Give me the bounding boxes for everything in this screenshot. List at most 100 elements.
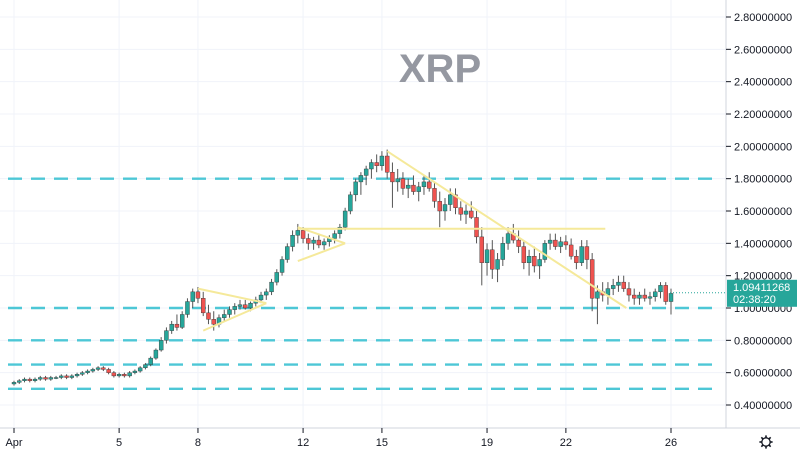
candle	[337, 223, 343, 239]
candle	[321, 238, 327, 250]
candle	[311, 236, 316, 250]
candle	[526, 249, 532, 276]
settings-icon-teeth	[759, 435, 773, 449]
candle-body	[11, 382, 17, 385]
candle-body	[610, 285, 616, 289]
candle-body	[148, 357, 153, 365]
candle-body	[589, 259, 595, 299]
price-tick-label: 2.80000000	[734, 12, 792, 24]
candle	[69, 374, 75, 380]
candle-body	[637, 294, 642, 299]
candle	[390, 162, 395, 208]
candle	[169, 320, 174, 334]
time-tick-label: 19	[481, 437, 493, 449]
candle	[148, 356, 153, 367]
candle	[568, 238, 574, 260]
candle-body	[80, 372, 85, 375]
candle-body	[400, 178, 406, 189]
candle	[537, 253, 542, 279]
candle-body	[442, 204, 448, 212]
gear-tooth	[768, 436, 772, 440]
candle	[479, 227, 484, 286]
trend-lines	[197, 150, 726, 332]
candle-body	[653, 291, 658, 297]
candle-body	[490, 249, 495, 270]
candle	[158, 337, 164, 352]
candle-body	[269, 281, 274, 293]
price-tick-label: 2.20000000	[734, 109, 792, 121]
candle-body	[306, 238, 311, 244]
candle	[53, 375, 59, 380]
current-price-box	[727, 279, 797, 307]
candle-body	[584, 246, 590, 260]
candle-body	[632, 294, 637, 299]
candle	[490, 240, 495, 279]
candle-body	[663, 285, 668, 302]
candle	[500, 236, 506, 266]
candle	[185, 298, 190, 318]
candle-body	[547, 239, 553, 244]
candle	[542, 240, 548, 263]
candle	[421, 175, 427, 195]
candle	[153, 348, 159, 360]
candle	[116, 372, 122, 378]
candle-body	[190, 291, 195, 302]
candle	[22, 377, 27, 383]
candle-body	[32, 378, 38, 381]
candle-body	[337, 226, 343, 234]
candle-body	[22, 378, 27, 381]
candle	[127, 371, 132, 378]
candle-body	[132, 370, 138, 373]
price-tick-label: 1.80000000	[734, 174, 792, 186]
candle-body	[495, 259, 500, 270]
candle	[137, 366, 143, 373]
candle-body	[521, 246, 527, 263]
candle-body	[106, 369, 111, 373]
gear-tooth	[760, 436, 764, 440]
candle-body	[406, 184, 411, 189]
candle-body	[348, 194, 353, 212]
candle-body	[658, 285, 663, 293]
candle-body	[237, 304, 243, 307]
price-tick-label: 0.60000000	[734, 368, 792, 380]
candle	[637, 291, 642, 305]
candle-body	[211, 319, 216, 325]
candle	[474, 211, 479, 244]
candle	[101, 366, 106, 372]
candle	[111, 371, 117, 378]
candle	[384, 149, 390, 179]
candle-body	[64, 375, 69, 378]
candle-body	[27, 378, 32, 381]
candle	[658, 282, 663, 299]
candle	[122, 372, 127, 378]
candle	[653, 288, 658, 302]
candle-body	[17, 380, 22, 383]
price-tick-label: 2.60000000	[734, 44, 792, 56]
chart-title: XRP	[399, 47, 481, 91]
candle-body	[621, 281, 626, 289]
candle-body	[164, 330, 169, 341]
candle-body	[279, 259, 285, 273]
candle-body	[537, 259, 542, 267]
candle-body	[122, 374, 127, 377]
candle	[663, 282, 668, 305]
candle	[11, 380, 17, 386]
candle-body	[143, 364, 148, 369]
candle-body	[201, 298, 206, 314]
candle-body	[500, 243, 506, 260]
candle-body	[642, 294, 647, 299]
price-tick-label: 1.60000000	[734, 206, 792, 218]
candle-body	[395, 178, 400, 183]
candle-body	[668, 293, 674, 302]
settings-icon[interactable]	[759, 435, 773, 449]
candle-body	[432, 188, 437, 202]
candle-body	[38, 377, 43, 380]
candle	[106, 367, 111, 375]
candle	[306, 233, 311, 250]
candle	[395, 168, 400, 192]
candle	[269, 278, 274, 296]
candle	[85, 369, 90, 375]
candle-body	[158, 340, 164, 351]
